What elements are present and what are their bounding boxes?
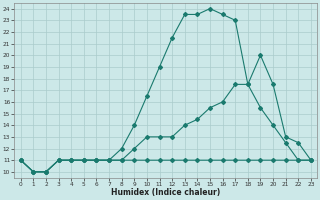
X-axis label: Humidex (Indice chaleur): Humidex (Indice chaleur) xyxy=(111,188,220,197)
